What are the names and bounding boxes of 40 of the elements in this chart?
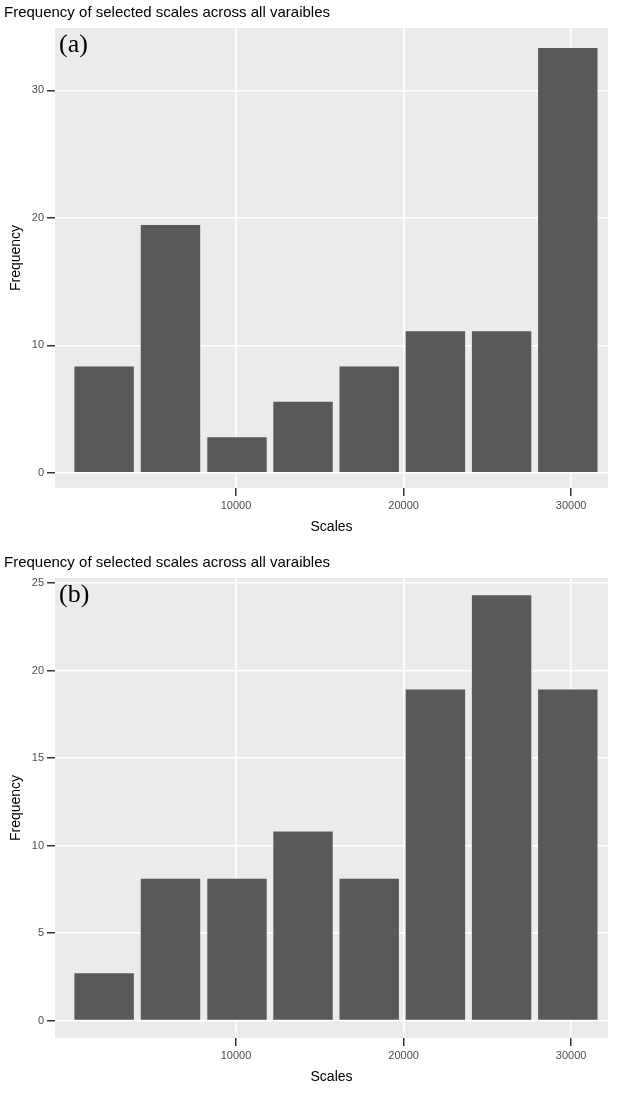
y-tick-label: 10 — [31, 338, 45, 351]
chart-title: Frequency of selected scales across all varaibles — [4, 553, 330, 571]
bar — [74, 366, 134, 472]
y-tick-label: 20 — [31, 210, 45, 223]
bar — [538, 48, 598, 472]
x-tick-label: 30000 — [555, 498, 587, 511]
bar — [405, 689, 466, 1020]
x-tick-label: 10000 — [220, 1048, 252, 1061]
y-tick-label: 25 — [31, 576, 45, 589]
y-axis-title: Frequency — [7, 224, 24, 292]
bar — [273, 401, 333, 472]
y-tick-label: 5 — [37, 926, 45, 939]
x-tick-label: 20000 — [388, 498, 419, 511]
y-tick-label: 0 — [37, 1013, 45, 1026]
y-tick-label: 0 — [37, 465, 45, 478]
x-axis-title: Scales — [310, 1068, 353, 1085]
bar — [339, 878, 399, 1020]
bar — [405, 331, 466, 472]
bar — [74, 973, 134, 1020]
bar — [538, 689, 598, 1020]
bar — [140, 225, 201, 472]
chart-title: Frequency of selected scales across all varaibles — [4, 3, 330, 21]
y-tick-label: 10 — [31, 838, 45, 851]
x-tick-label: 10000 — [220, 498, 252, 511]
y-axis-title: Frequency — [7, 774, 24, 842]
x-axis-title: Scales — [310, 518, 353, 535]
y-tick-label: 30 — [31, 83, 45, 96]
bar — [140, 878, 201, 1020]
bar — [339, 366, 399, 472]
x-tick-label: 30000 — [555, 1048, 587, 1061]
bar — [471, 331, 532, 472]
y-tick-label: 15 — [31, 751, 45, 764]
annotation: (b) — [59, 578, 90, 608]
bar — [207, 878, 267, 1020]
x-tick-label: 20000 — [388, 1048, 419, 1061]
y-tick-label: 20 — [31, 663, 45, 676]
bar — [207, 437, 267, 472]
annotation: (a) — [59, 28, 88, 58]
bar — [273, 831, 333, 1020]
bar — [471, 595, 532, 1020]
